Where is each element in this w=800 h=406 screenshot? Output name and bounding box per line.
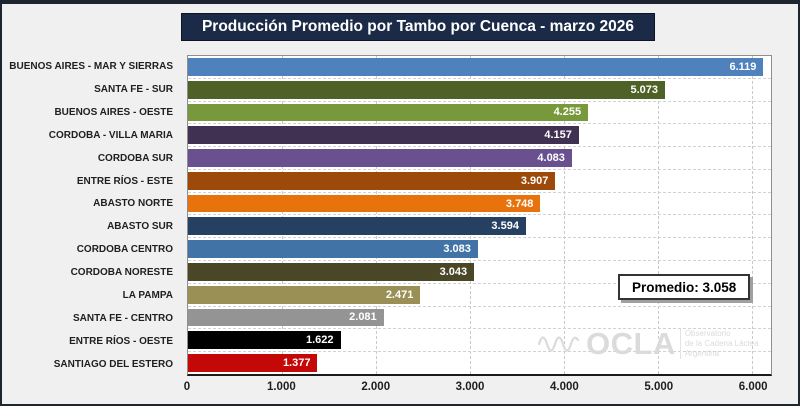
average-callout: Promedio: 3.058 xyxy=(618,274,751,300)
category-label: LA PAMPA xyxy=(122,290,173,302)
bar-value-label: 3.083 xyxy=(443,243,471,256)
bar-value-label: 3.594 xyxy=(491,220,519,233)
x-tick-label: 6.000 xyxy=(738,381,768,393)
bar-value-label: 2.081 xyxy=(349,311,377,324)
bar: 1.622 xyxy=(188,331,341,350)
bar-row: 3.043 xyxy=(188,261,771,284)
bar-row: 3.083 xyxy=(188,238,771,262)
category-label: CORDOBA NORESTE xyxy=(70,267,173,279)
bar-row: 6.119 xyxy=(188,56,771,79)
bar: 2.471 xyxy=(188,285,421,304)
x-tick-label: 4.000 xyxy=(550,381,579,393)
bar-row: 5.073 xyxy=(188,79,771,102)
x-tick-label: 1.000 xyxy=(266,381,296,393)
ocla-subtitle-line3: Argentina xyxy=(684,348,720,358)
category-label: SANTA FE - CENTRO xyxy=(73,313,173,325)
chart-title: Producción Promedio por Tambo por Cuenca… xyxy=(181,13,655,41)
bar-value-label: 4.157 xyxy=(544,129,572,142)
bar-row: 3.748 xyxy=(188,193,771,216)
bar: 5.073 xyxy=(188,80,666,99)
category-axis: BUENOS AIRES - MAR Y SIERRAS SANTA FE - S… xyxy=(4,55,180,376)
category-label: ENTRE RÍOS - OESTE xyxy=(69,336,173,348)
bar-row: 4.255 xyxy=(188,102,771,125)
bar-value-label: 3.907 xyxy=(520,174,549,187)
bar: 3.043 xyxy=(188,263,475,281)
bar: 3.594 xyxy=(188,217,526,236)
bar: 3.907 xyxy=(188,171,556,190)
bar: 4.083 xyxy=(188,149,572,167)
category-label: CORDOBA SUR xyxy=(97,152,173,164)
bar-row: 3.907 xyxy=(188,170,771,193)
bar-value-label: 1.377 xyxy=(282,357,311,370)
bar: 1.377 xyxy=(188,354,318,372)
ocla-subtitle-line2: de la Cadena Láctea xyxy=(684,338,759,348)
category-label: SANTA FE - SUR xyxy=(94,83,173,95)
bar-value-label: 4.255 xyxy=(553,106,582,119)
category-label: CORDOBA CENTRO xyxy=(76,244,173,256)
bar-value-label: 6.119 xyxy=(729,60,757,73)
ocla-logo-text: OCLA xyxy=(586,326,676,361)
ocla-subtitle: Observatorio de la Cadena Láctea Argenti… xyxy=(679,328,759,359)
bar-value-label: 3.748 xyxy=(505,197,534,210)
x-tick-label: 5.000 xyxy=(644,381,674,393)
bar: 6.119 xyxy=(188,58,764,76)
bar-row: 2.471 xyxy=(188,284,771,307)
bar-value-label: 2.471 xyxy=(385,288,414,301)
bar-value-label: 1.622 xyxy=(305,334,334,347)
bar: 3.748 xyxy=(188,194,541,213)
ocla-watermark: OCLA Observatorio de la Cadena Láctea Ar… xyxy=(538,328,759,359)
plot-area: 6.119 5.073 4.255 4.157 4.083 3.907 3.748 3.594… xyxy=(187,55,772,376)
bar: 2.081 xyxy=(188,308,384,327)
bar-value-label: 3.043 xyxy=(439,265,468,278)
category-label: SANTIAGO DEL ESTERO xyxy=(53,358,173,370)
x-tick-label: 0 xyxy=(183,381,191,393)
category-label: BUENOS AIRES - OESTE xyxy=(54,106,173,118)
bar: 3.083 xyxy=(188,240,478,259)
x-tick-label: 3.000 xyxy=(455,381,485,393)
category-label: ENTRE RÍOS - ESTE xyxy=(76,175,173,187)
bar-rows: 6.119 5.073 4.255 4.157 4.083 3.907 3.748 3.594… xyxy=(188,56,771,374)
bar: 4.157 xyxy=(188,126,579,145)
bar-row: 2.081 xyxy=(188,307,771,330)
bar-value-label: 5.073 xyxy=(630,83,659,96)
x-axis: 0 1.000 2.000 3.000 4.000 5.000 6.000 xyxy=(183,381,772,401)
category-label: CORDOBA - VILLA MARIA xyxy=(48,129,173,141)
bar-row: 4.157 xyxy=(188,124,771,148)
ocla-subtitle-line1: Observatorio xyxy=(684,328,731,338)
bar-row: 1.622 xyxy=(188,329,771,353)
category-label: ABASTO NORTE xyxy=(93,198,173,210)
bar-row: 4.083 xyxy=(188,147,771,170)
category-label: ABASTO SUR xyxy=(107,221,173,233)
bar: 4.255 xyxy=(188,103,589,122)
x-tick-label: 2.000 xyxy=(361,381,391,393)
bar-row: 3.594 xyxy=(188,215,771,239)
ocla-squiggle-icon xyxy=(538,335,580,352)
bar-row: 1.377 xyxy=(188,352,771,374)
category-label: BUENOS AIRES - MAR Y SIERRAS xyxy=(9,60,173,72)
bar-value-label: 4.083 xyxy=(537,152,565,165)
